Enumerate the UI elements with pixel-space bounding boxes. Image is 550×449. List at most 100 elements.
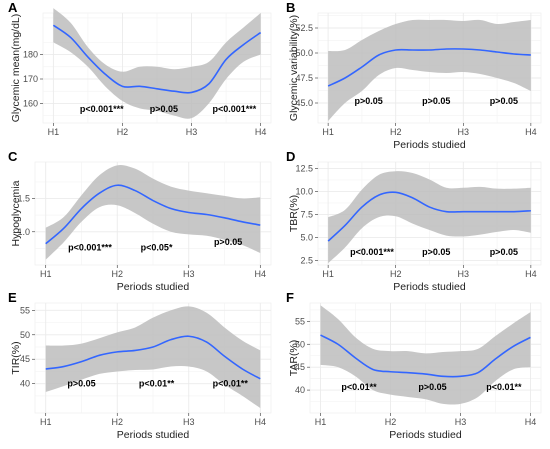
y-tick-label: 7.5 [300, 209, 313, 219]
x-axis-title: Periods studied [117, 429, 190, 441]
y-tick-label: 1.0 [17, 227, 30, 237]
x-axis-title: Periods studied [117, 281, 190, 293]
y-tick-label: 10.0 [295, 186, 313, 196]
y-axis-title: TBR(%) [288, 195, 300, 232]
x-tick-label: H1 [40, 417, 52, 427]
panel-letter: D [286, 149, 295, 164]
confidence-band [328, 19, 531, 121]
confidence-band [45, 306, 261, 409]
p-value-annotation: p<0.001*** [350, 247, 394, 257]
y-tick-label: 40 [295, 385, 305, 395]
x-axis-title: Periods studied [393, 281, 466, 293]
x-tick-label: H2 [117, 127, 129, 137]
p-value-annotation: p>0.05 [214, 237, 242, 247]
y-tick-label: 2.5 [300, 255, 313, 265]
p-value-annotation: p>0.05 [422, 247, 450, 257]
panel-c: C 1.0 1.5 H1 H2 H3 H4 Periods studied Hypoglycem… [8, 149, 272, 293]
p-value-annotation: p>0.05 [418, 382, 446, 392]
p-value-annotation: p<0.001*** [80, 104, 124, 114]
x-tick-label: H2 [385, 417, 397, 427]
x-tick-label: H2 [390, 127, 402, 137]
y-tick-label: 50.0 [295, 48, 313, 58]
fitted-line [45, 184, 261, 245]
p-value-annotation: p<0.01** [139, 379, 175, 389]
panels-group: A 160 170 180 H1 H2 H3 H4 Glycemic mean(mg/dL) p<… [8, 0, 542, 441]
p-value-annotation: p>0.05 [490, 96, 518, 106]
y-axis-title: Glycemic variability(%) [288, 15, 300, 121]
panel-a: A 160 170 180 H1 H2 H3 H4 Glycemic mean(mg/dL) p<… [8, 0, 272, 137]
x-tick-label: H4 [525, 269, 537, 279]
p-value-annotation: p>0.05 [355, 96, 383, 106]
fitted-line [52, 24, 262, 94]
panel-f: F 40 45 50 55 H1 H2 H3 H4 Periods studied TAR(%) p<… [286, 290, 542, 441]
p-value-annotation: p>0.05 [422, 96, 450, 106]
x-tick-label: H1 [40, 269, 52, 279]
confidence-band [320, 305, 531, 405]
fitted-line [320, 334, 531, 378]
y-tick-label: 45.0 [295, 98, 313, 108]
y-tick-label: 1.5 [17, 194, 30, 204]
y-tick-label: 55 [20, 305, 30, 315]
p-value-annotation: p<0.05* [141, 242, 173, 252]
x-tick-label: H4 [255, 127, 267, 137]
p-value-annotation: p<0.001*** [68, 242, 112, 252]
panel-letter: C [8, 149, 18, 164]
y-axis-title: Glycemic mean(mg/dL) [10, 14, 22, 123]
y-tick-label: 50 [295, 339, 305, 349]
p-value-annotation: p<0.01** [486, 382, 522, 392]
fitted-line [327, 48, 531, 87]
y-tick-label: 52.5 [295, 23, 313, 33]
fitted-line [45, 335, 261, 380]
y-tick-label: 50 [20, 330, 30, 340]
x-axis-title: Periods studied [393, 139, 466, 151]
y-tick-label: 45 [20, 354, 30, 364]
x-tick-label: H4 [255, 417, 267, 427]
x-tick-label: H4 [255, 269, 267, 279]
y-tick-label: 40 [20, 379, 30, 389]
x-tick-label: H3 [458, 127, 470, 137]
panel-letter: E [8, 290, 17, 305]
y-tick-label: 5.0 [300, 232, 313, 242]
panel-letter: F [286, 290, 294, 305]
panel-d: D 2.5 5.0 7.5 10.0 12.5 H1 H2 H3 H4 Periods studie… [286, 149, 542, 293]
x-tick-label: H2 [111, 417, 123, 427]
x-tick-label: H2 [390, 269, 402, 279]
x-tick-label: H4 [525, 417, 537, 427]
x-tick-label: H1 [315, 417, 327, 427]
p-value-annotation: p>0.05 [490, 247, 518, 257]
p-value-annotation: p<0.001*** [212, 104, 256, 114]
panel-e: E 40 45 50 55 H1 H2 H3 H4 Periods studied TIR(%) p>… [8, 290, 272, 441]
x-tick-label: H1 [322, 127, 334, 137]
y-tick-label: 170 [23, 74, 38, 84]
confidence-band [45, 165, 261, 260]
x-tick-label: H2 [111, 269, 123, 279]
x-axis-title: Periods studied [389, 429, 462, 441]
fitted-line [327, 191, 531, 242]
y-tick-label: 45 [295, 362, 305, 372]
p-value-annotation: p>0.05 [67, 379, 95, 389]
y-axis-title: TAR(%) [288, 340, 300, 377]
x-tick-label: H3 [186, 127, 198, 137]
x-tick-label: H1 [48, 127, 60, 137]
panel-letter: B [286, 0, 295, 15]
confidence-band [328, 171, 531, 264]
x-tick-label: H4 [525, 127, 537, 137]
x-tick-label: H3 [458, 269, 470, 279]
x-tick-label: H1 [322, 269, 334, 279]
panel-letter: A [8, 0, 18, 15]
y-tick-label: 180 [23, 50, 38, 60]
x-tick-label: H3 [455, 417, 467, 427]
p-value-annotation: p>0.05 [150, 104, 178, 114]
confidence-band [53, 8, 261, 119]
y-axis-title: TIR(%) [10, 341, 22, 374]
x-tick-label: H3 [183, 269, 195, 279]
x-tick-label: H3 [183, 417, 195, 427]
y-tick-label: 55 [295, 316, 305, 326]
y-tick-label: 12.5 [295, 163, 313, 173]
panel-b: B 45.0 47.5 50.0 52.5 H1 H2 H3 H4 Periods studied… [286, 0, 542, 151]
p-value-annotation: p<0.01** [341, 382, 377, 392]
y-tick-label: 160 [23, 98, 38, 108]
y-axis-title: Hypoglycemia [10, 180, 22, 246]
p-value-annotation: p<0.01** [213, 379, 249, 389]
